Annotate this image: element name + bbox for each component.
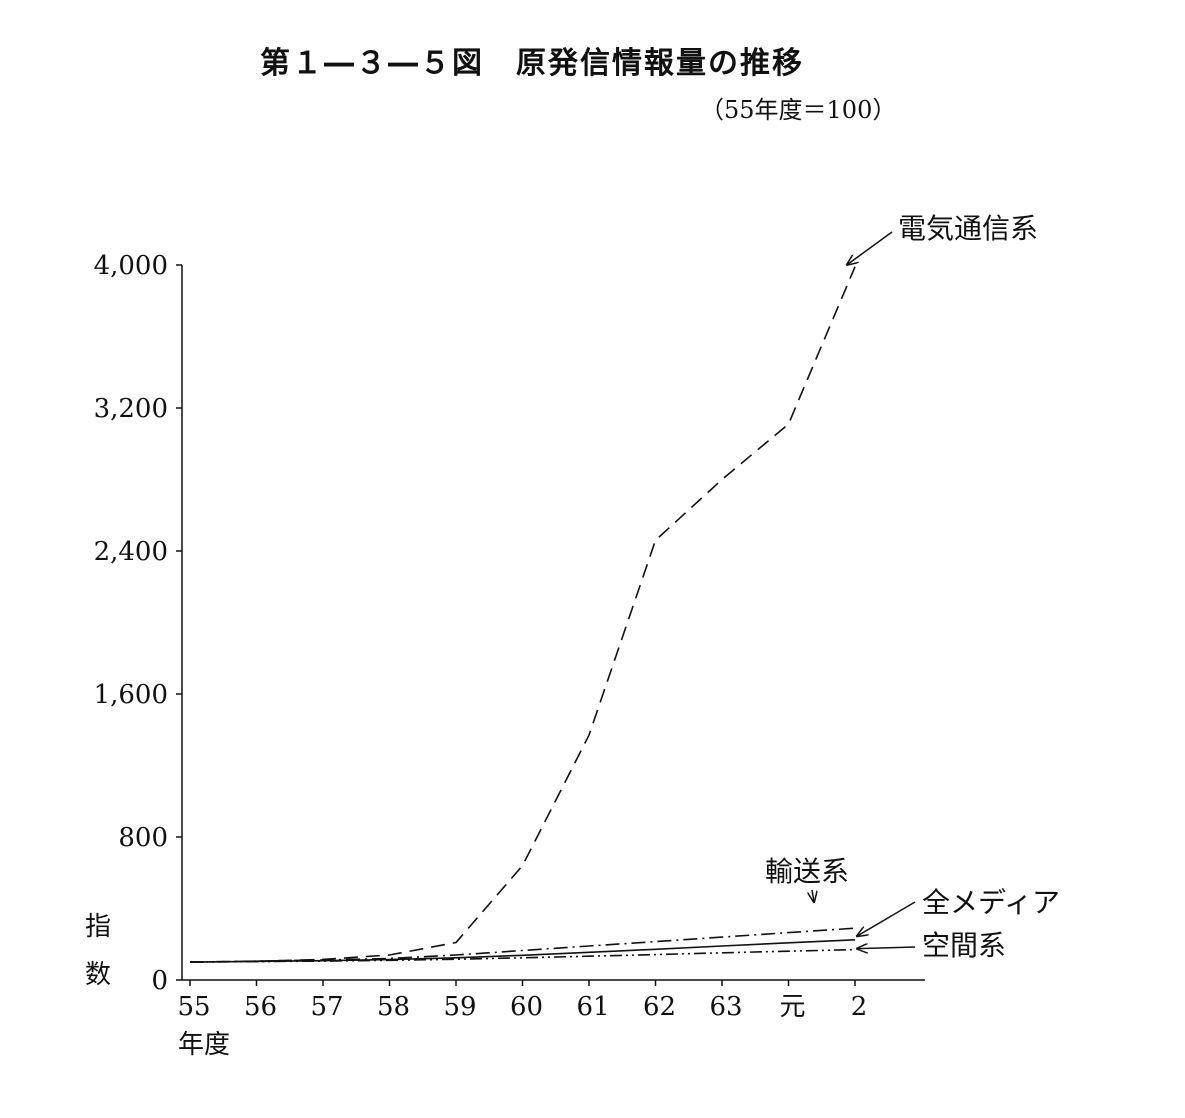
x-tick-label: 56	[244, 992, 277, 1022]
y-tick-label: 2,400	[94, 537, 168, 567]
y-tick-label: 1,600	[94, 680, 168, 710]
y-ticks: 0 800 1,600 2,400 3,200 4,000 指数	[85, 251, 182, 996]
x-tick-label: 58	[377, 992, 410, 1022]
series-line-3	[189, 948, 856, 963]
series-line-2	[189, 939, 856, 963]
x-tick-label: 55	[177, 992, 210, 1022]
x-tick-label: 2	[851, 992, 868, 1022]
series-arrow-1	[812, 889, 814, 902]
x-tick-label: 60	[510, 992, 543, 1022]
chart-title: 第１―３―５図 原発信情報量の推移	[260, 46, 804, 81]
series-line-0	[189, 266, 856, 963]
series-label-1: 輸送系	[765, 855, 849, 888]
y-tick-label: 4,000	[94, 251, 168, 281]
x-tick-label: 61	[576, 992, 609, 1022]
x-ticks: 55 56 57 58 59 60 61 62 63 元 2 年度	[177, 980, 867, 1060]
series-label-3: 空間系	[922, 929, 1006, 962]
x-tick-label: 57	[310, 992, 343, 1022]
chart-subtitle: （55年度＝100）	[700, 96, 897, 124]
series-label-0: 電気通信系	[898, 212, 1038, 245]
series-arrow-2	[857, 901, 916, 936]
series-label-2: 全メディア	[922, 886, 1060, 919]
series-arrow-3	[857, 947, 916, 949]
series-lines	[189, 266, 856, 963]
x-tick-label: 62	[643, 992, 676, 1022]
x-tick-label: 59	[443, 992, 476, 1022]
y-axis-label: 指数	[85, 912, 111, 990]
x-axis-label: 年度	[178, 1030, 230, 1060]
y-tick-label: 0	[151, 966, 168, 996]
series-arrow-0	[847, 231, 893, 265]
x-tick-label: 元	[779, 992, 805, 1022]
y-tick-label: 3,200	[94, 394, 168, 424]
axes	[181, 265, 925, 981]
x-tick-label: 63	[709, 992, 742, 1022]
y-tick-label: 800	[118, 823, 168, 853]
